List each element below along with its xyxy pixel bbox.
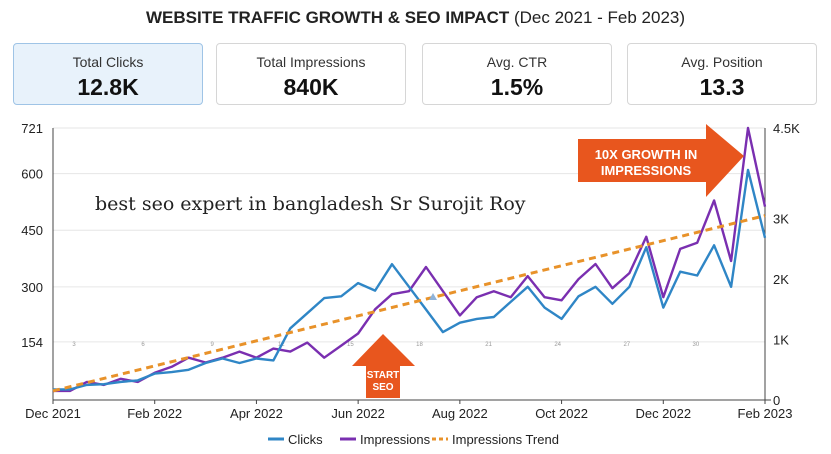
card-total-clicks[interactable]: Total Clicks 12.8K (13, 43, 203, 105)
faint-label: 24 (554, 342, 561, 348)
chart-title: WEBSITE TRAFFIC GROWTH & SEO IMPACT (Dec… (0, 8, 831, 28)
growth-annotation-arrow (578, 124, 744, 197)
watermark-text: best seo expert in bangladesh Sr Surojit… (95, 193, 526, 215)
x-tick-label: Aug 2022 (432, 406, 488, 421)
growth-annotation-label: 10X GROWTH IN (595, 147, 698, 162)
legend-label: Impressions (360, 432, 431, 447)
impressions-trend-line (52, 214, 766, 393)
card-value: 13.3 (699, 74, 745, 100)
faint-label: 3 (72, 342, 76, 348)
faint-label: 6 (141, 342, 145, 348)
y-right-tick-label: 2K (773, 272, 789, 287)
card-value: 840K (283, 74, 339, 100)
y-right-tick-label: 3K (773, 212, 789, 227)
chart-title-range: (Dec 2021 - Feb 2023) (513, 8, 686, 27)
x-tick-label: Apr 2022 (230, 406, 283, 421)
card-label: Avg. Position (681, 54, 763, 70)
card-value: 1.5% (490, 74, 544, 100)
y-left-tick-label: 154 (21, 335, 43, 350)
faint-label: 27 (623, 342, 630, 348)
y-left-tick-label: 300 (21, 280, 43, 295)
card-label: Total Impressions (256, 54, 366, 70)
x-tick-label: Jun 2022 (331, 406, 385, 421)
clicks-line (53, 168, 767, 391)
y-left-tick-label: 721 (21, 121, 43, 136)
card-label: Avg. CTR (486, 54, 548, 70)
x-tick-label: Feb 2022 (127, 406, 182, 421)
chart-title-main: WEBSITE TRAFFIC GROWTH & SEO IMPACT (145, 8, 510, 27)
faint-label: 9 (211, 342, 215, 348)
marker-triangle (429, 293, 437, 300)
faint-label: 18 (416, 342, 423, 348)
faint-label: 30 (693, 342, 700, 348)
x-tick-label: Dec 2022 (635, 406, 691, 421)
x-tick-label: Feb 2023 (738, 406, 793, 421)
legend-label: Clicks (288, 432, 323, 447)
start-seo-label: START (367, 370, 400, 381)
y-right-tick-label: 4.5K (773, 121, 800, 136)
faint-label: 15 (347, 342, 354, 348)
impressions-line (53, 126, 767, 393)
y-right-tick-label: 1K (773, 333, 789, 348)
card-total-impressions[interactable]: Total Impressions 840K (216, 43, 406, 105)
y-left-tick-label: 600 (21, 167, 43, 182)
y-right-tick-label: 0 (773, 393, 780, 408)
x-tick-label: Oct 2022 (535, 406, 588, 421)
growth-annotation-label: IMPRESSIONS (601, 163, 692, 178)
start-seo-arrow (352, 334, 415, 398)
card-label: Total Clicks (72, 54, 144, 70)
metric-cards: Total Clicks 12.8K Total Impressions 840… (13, 43, 818, 107)
x-tick-label: Dec 2021 (25, 406, 81, 421)
faint-label: 21 (485, 342, 492, 348)
start-seo-label: SEO (372, 382, 393, 393)
y-left-tick-label: 450 (21, 223, 43, 238)
card-avg-ctr[interactable]: Avg. CTR 1.5% (422, 43, 612, 105)
card-value: 12.8K (77, 74, 139, 100)
legend-label: Impressions Trend (452, 432, 559, 447)
card-avg-position[interactable]: Avg. Position 13.3 (627, 43, 817, 105)
